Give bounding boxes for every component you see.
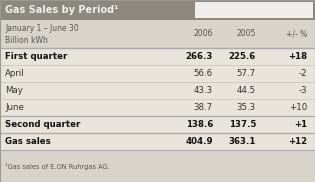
Bar — [195, 2, 313, 18]
Text: Gas sales: Gas sales — [5, 137, 51, 146]
Bar — [0, 82, 315, 99]
Text: May: May — [5, 86, 23, 95]
Text: June: June — [5, 103, 24, 112]
Text: +10: +10 — [289, 103, 307, 112]
Text: +18: +18 — [288, 52, 307, 61]
Text: 38.7: 38.7 — [194, 103, 213, 112]
Text: 56.6: 56.6 — [194, 69, 213, 78]
Text: January 1 – June 30: January 1 – June 30 — [5, 24, 79, 33]
Text: 44.5: 44.5 — [237, 86, 256, 95]
Text: ¹Gas sales of E.ON Ruhrgas AG.: ¹Gas sales of E.ON Ruhrgas AG. — [5, 163, 110, 169]
Text: 266.3: 266.3 — [186, 52, 213, 61]
Text: April: April — [5, 69, 25, 78]
Text: Gas Sales by Period¹: Gas Sales by Period¹ — [5, 5, 118, 15]
Text: 138.6: 138.6 — [186, 120, 213, 129]
Text: -2: -2 — [298, 69, 307, 78]
Bar — [0, 133, 315, 150]
Bar — [0, 0, 315, 20]
Text: 57.7: 57.7 — [237, 69, 256, 78]
Text: 35.3: 35.3 — [237, 103, 256, 112]
Bar — [0, 48, 315, 65]
Text: 43.3: 43.3 — [194, 86, 213, 95]
Text: Billion kWh: Billion kWh — [5, 36, 48, 45]
Bar — [0, 99, 315, 116]
Text: +1: +1 — [294, 120, 307, 129]
Text: 363.1: 363.1 — [229, 137, 256, 146]
Text: +/- %: +/- % — [286, 29, 307, 39]
Bar — [0, 150, 315, 182]
Bar — [0, 116, 315, 133]
Bar — [0, 20, 315, 48]
Text: 225.6: 225.6 — [229, 52, 256, 61]
Text: 137.5: 137.5 — [229, 120, 256, 129]
Text: Second quarter: Second quarter — [5, 120, 80, 129]
Bar — [0, 65, 315, 82]
Text: +12: +12 — [288, 137, 307, 146]
Text: 2005: 2005 — [237, 29, 256, 39]
Text: -3: -3 — [298, 86, 307, 95]
Text: 404.9: 404.9 — [186, 137, 213, 146]
Text: 2006: 2006 — [194, 29, 213, 39]
Text: First quarter: First quarter — [5, 52, 67, 61]
